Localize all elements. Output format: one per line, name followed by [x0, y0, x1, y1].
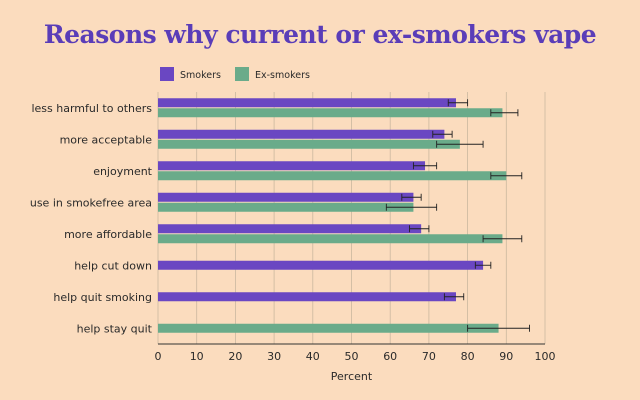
bar-ex-smokers: [158, 323, 499, 333]
bar-ex-smokers: [158, 202, 414, 212]
category-label: use in smokefree area: [30, 196, 152, 209]
bar-smokers: [158, 98, 456, 108]
bar-smokers: [158, 161, 426, 171]
category-label: enjoyment: [93, 165, 152, 178]
legend-swatch-ex-smokers: [235, 67, 249, 81]
x-tick-label: 100: [535, 350, 556, 363]
legend-label-smokers: Smokers: [180, 70, 221, 81]
x-axis-title: Percent: [331, 370, 373, 383]
x-tick-label: 90: [499, 350, 513, 363]
bar-smokers: [158, 260, 484, 270]
bar-ex-smokers: [158, 108, 503, 118]
x-tick-label: 70: [422, 350, 436, 363]
legend-label-ex-smokers: Ex-smokers: [255, 70, 310, 81]
category-label: more acceptable: [60, 133, 153, 146]
x-tick-label: 0: [155, 350, 162, 363]
x-tick-label: 30: [267, 350, 281, 363]
bar-ex-smokers: [158, 171, 507, 181]
x-tick-label: 10: [190, 350, 204, 363]
bar-smokers: [158, 192, 414, 202]
bar-smokers: [158, 129, 445, 139]
bar-ex-smokers: [158, 139, 460, 149]
legend-swatch-smokers: [160, 67, 174, 81]
category-label: less harmful to others: [31, 102, 152, 115]
x-tick-label: 50: [345, 350, 359, 363]
chart-title: Reasons why current or ex-smokers vape: [43, 20, 597, 49]
bar-smokers: [158, 292, 456, 302]
category-label: help cut down: [74, 259, 152, 272]
bar-ex-smokers: [158, 234, 503, 244]
x-tick-label: 60: [383, 350, 397, 363]
category-label: more affordable: [64, 228, 152, 241]
x-tick-label: 20: [228, 350, 242, 363]
x-tick-label: 40: [306, 350, 320, 363]
category-label: help quit smoking: [53, 291, 152, 304]
x-tick-label: 80: [461, 350, 475, 363]
bar-smokers: [158, 224, 422, 234]
category-label: help stay quit: [77, 322, 153, 335]
